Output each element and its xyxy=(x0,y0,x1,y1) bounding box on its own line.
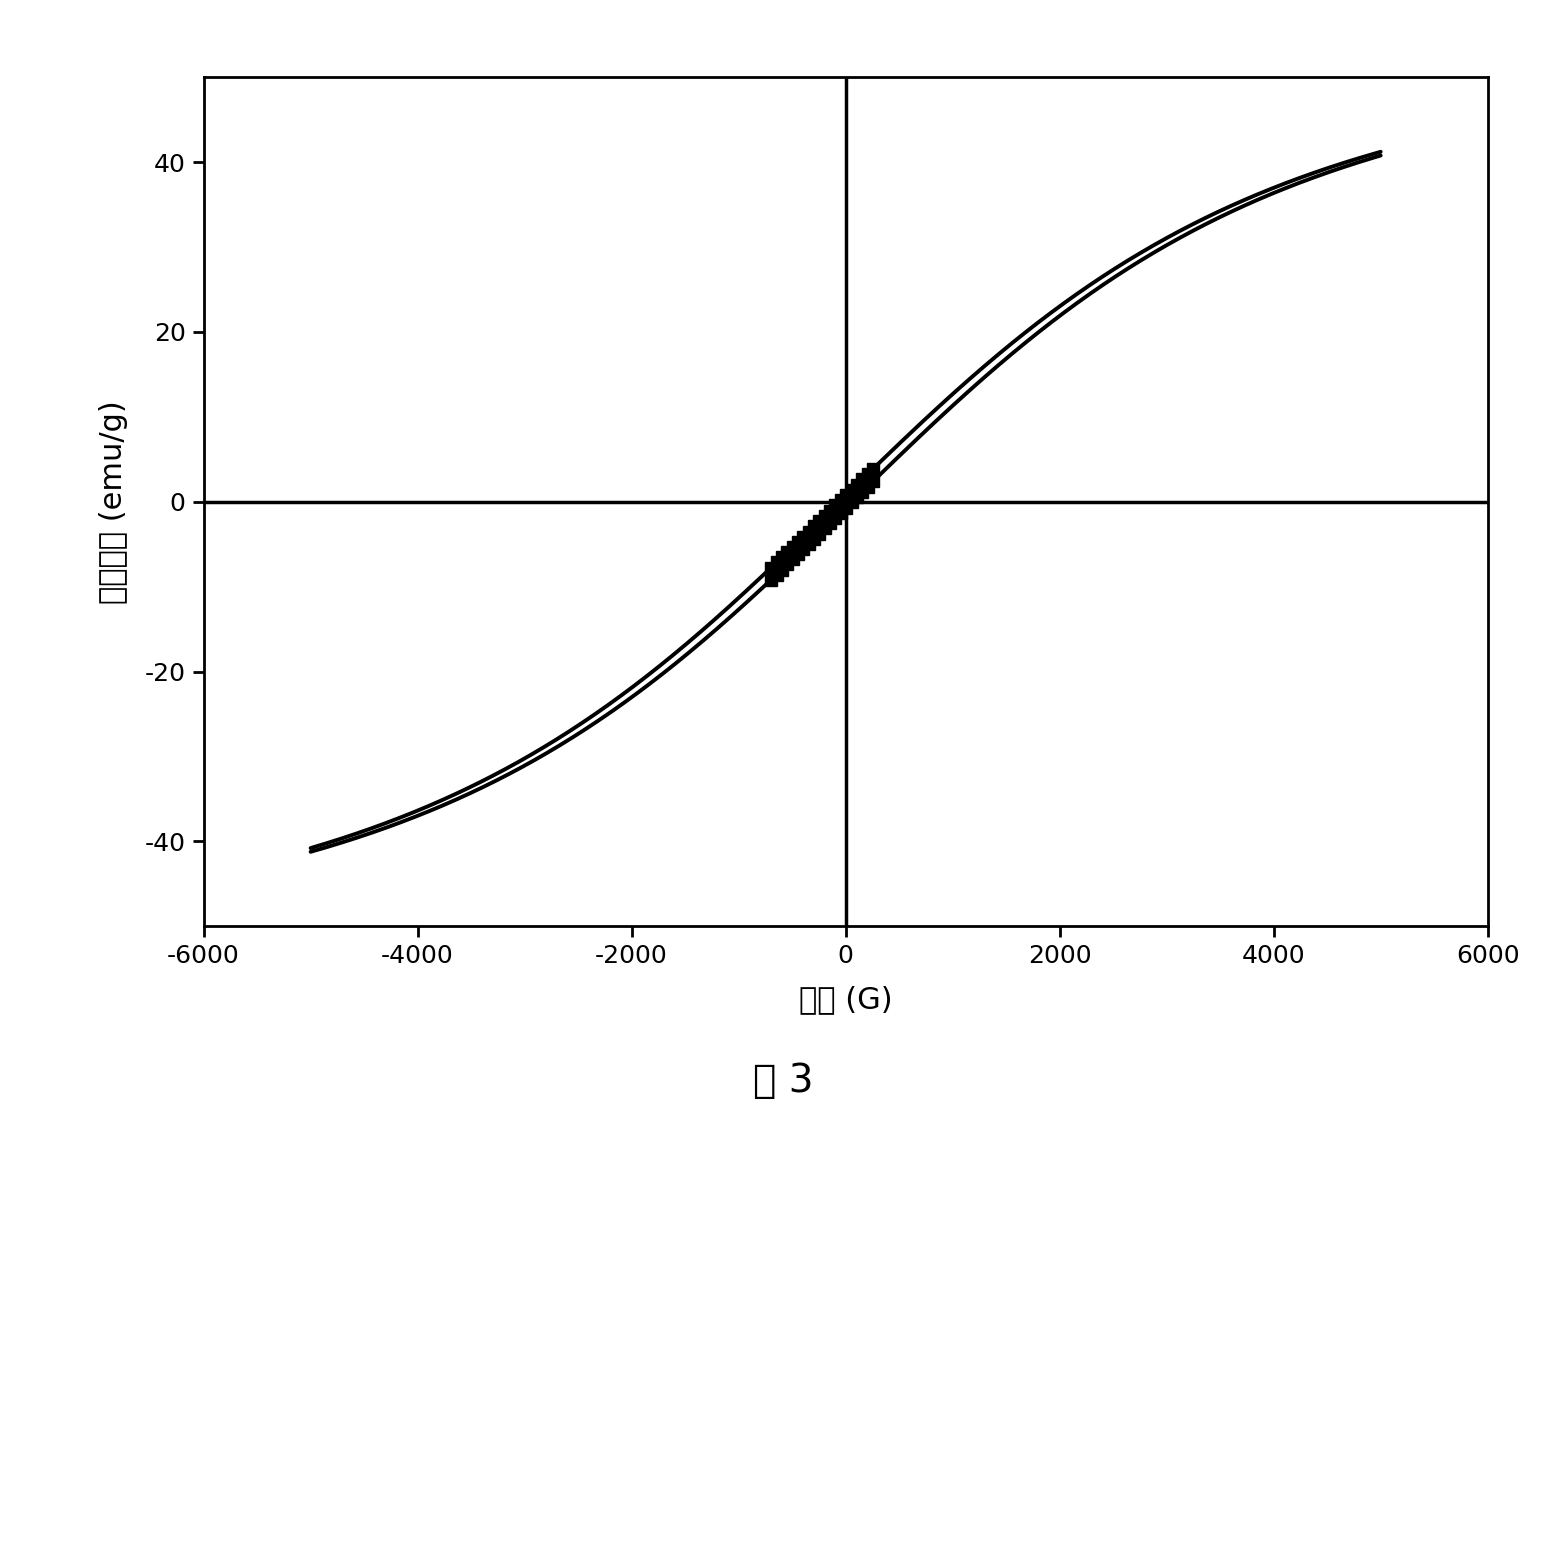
Y-axis label: 磁化强度 (emu/g): 磁化强度 (emu/g) xyxy=(99,400,128,604)
X-axis label: 磁场 (G): 磁场 (G) xyxy=(799,985,893,1014)
Text: 图 3: 图 3 xyxy=(753,1062,813,1099)
